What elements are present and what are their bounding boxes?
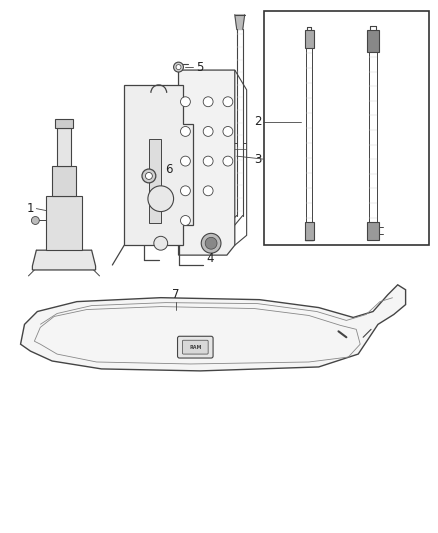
Polygon shape [124,85,193,245]
Polygon shape [235,14,245,29]
Circle shape [205,237,217,249]
Text: 3: 3 [254,152,261,166]
Bar [46,196,82,250]
Text: 2: 2 [254,115,261,128]
Circle shape [223,156,233,166]
FancyBboxPatch shape [183,340,208,354]
Circle shape [180,156,191,166]
Text: RAM: RAM [189,345,201,350]
Text: 1: 1 [27,202,34,215]
Circle shape [201,233,221,253]
Text: 7: 7 [172,288,179,301]
Circle shape [223,126,233,136]
Circle shape [154,236,168,250]
Bar [367,222,379,240]
Circle shape [180,186,191,196]
Bar [52,166,76,196]
Bar [55,118,73,128]
Polygon shape [32,250,95,270]
Bar [149,139,161,223]
Circle shape [173,62,184,72]
Bar [367,30,379,52]
Bar [265,11,429,245]
Circle shape [180,126,191,136]
Circle shape [203,126,213,136]
Circle shape [203,156,213,166]
Circle shape [203,97,213,107]
Text: 4: 4 [206,252,214,264]
Bar [57,128,71,166]
Circle shape [223,97,233,107]
Circle shape [180,97,191,107]
Circle shape [180,215,191,225]
Circle shape [203,186,213,196]
Polygon shape [179,70,235,255]
Bar [305,222,314,240]
Circle shape [145,173,152,180]
Circle shape [148,186,173,212]
FancyBboxPatch shape [177,336,213,358]
Polygon shape [21,285,406,371]
Text: 5: 5 [197,61,204,74]
Circle shape [32,216,39,224]
Bar [305,30,314,49]
Circle shape [142,169,156,183]
Circle shape [176,64,181,70]
Text: 6: 6 [165,163,173,175]
